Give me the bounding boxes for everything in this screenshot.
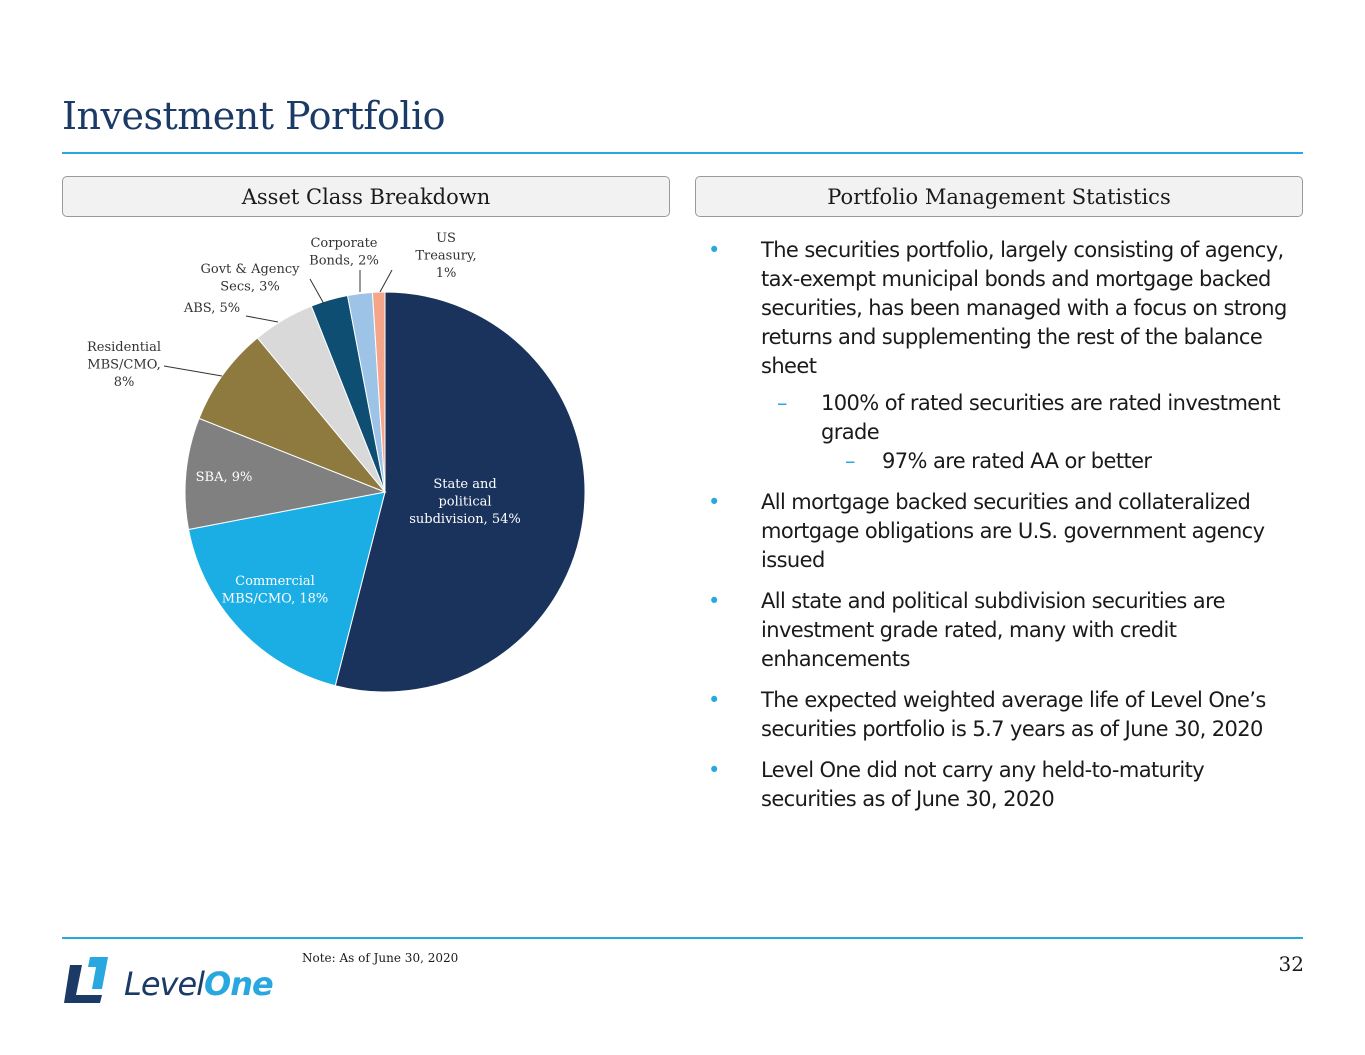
pie-slice-label-line: Treasury, [415,249,476,264]
bullet-text: Level One did not carry any held-to-matu… [761,758,1205,811]
statistics-bullet-list: • The securities portfolio, largely consi… [700,236,1300,826]
pie-leader-line [379,269,393,293]
pie-slice [334,291,586,693]
level-one-logo-icon [64,957,108,1003]
pie-slice-label: State and political subdivision, 54% [409,477,521,527]
pie-leader-line [245,315,279,323]
bullet-marker: • [708,758,720,782]
pie-slice-label: Corporate Bonds, 2% [309,236,379,269]
pie-slice-label-line: Govt & Agency [200,262,300,277]
bullet-text: All state and political subdivision secu… [761,589,1226,671]
logo-word-one: One [204,965,274,1003]
page-number: 32 [1278,952,1304,976]
asset-class-pie-chart: State and political subdivision, 54% Commer… [87,231,586,693]
bullet-item: • All mortgage backed securities and coll… [700,488,1300,575]
footnote: Note: As of June 30, 2020 [302,951,459,965]
asset-class-header: Asset Class Breakdown [62,176,670,217]
pie-slice-label-line: MBS/CMO, [87,358,160,373]
bullet-text: The securities portfolio, largely consis… [761,238,1287,378]
bullet-text: 100% of rated securities are rated inves… [821,391,1281,444]
pie-slice-label: ABS, 5% [183,301,240,316]
portfolio-stats-header-label: Portfolio Management Statistics [827,184,1171,209]
pie-slice [371,291,386,493]
pie-slice-label-line: SBA, 9% [196,470,253,485]
level-one-wordmark: LevelOne [124,965,274,1003]
pie-slice [198,337,386,493]
pie-slice-label-line: Secs, 3% [220,280,279,295]
pie-slice-label-line: Residential [87,340,161,355]
pie-slice-label: Govt & Agency Secs, 3% [200,262,300,295]
pie-slice-label-line: Commercial [235,574,315,589]
pie-slice-label: Residential MBS/CMO, 8% [87,340,161,390]
level-one-logo: LevelOne [62,955,302,1007]
footer-divider [62,937,1303,939]
pie-slice-label-line: State and [433,477,496,492]
page-title: Investment Portfolio [62,94,446,138]
pie-slice-label-line: 8% [114,375,135,390]
pie-slice-label: Commercial MBS/CMO, 18% [222,574,328,607]
pie-slice-label-line: 1% [436,266,457,281]
pie-slice-label: SBA, 9% [196,470,253,485]
asset-class-header-label: Asset Class Breakdown [241,184,491,209]
pie-slice-label-line: US [436,231,456,246]
pie-slice-label-line: political [438,495,491,510]
pie-slice-label-line: MBS/CMO, 18% [222,592,328,607]
portfolio-stats-header: Portfolio Management Statistics [695,176,1303,217]
bullet-text: 97% are rated AA or better [882,449,1152,473]
bullet-item: • The expected weighted average life of L… [700,686,1300,744]
pie-leader-line [309,278,325,305]
pie-slice-label-line: Corporate [310,236,377,251]
pie-slice [184,417,387,531]
bullet-text: All mortgage backed securities and colla… [761,490,1265,572]
bullet-marker: • [708,688,720,712]
pie-slice-label-line: ABS, 5% [183,301,240,316]
pie-slice-label: US Treasury, 1% [415,231,476,281]
bullet-text: The expected weighted average life of Le… [761,688,1266,741]
logo-word-level: Level [124,965,205,1003]
bullet-item: • All state and political subdivision sec… [700,587,1300,674]
bullet-item: • Level One did not carry any held-to-mat… [700,756,1300,814]
bullet-marker: • [708,238,720,262]
pie-slice-label-line: subdivision, 54% [409,512,521,527]
pie-slice [187,491,386,687]
bullet-marker: – [777,391,788,415]
bullet-item: – 100% of rated securities are rated inve… [700,389,1300,447]
bullet-marker: • [708,589,720,613]
pie-slice-label-line: Bonds, 2% [309,254,379,269]
bullet-item: – 97% are rated AA or better [700,447,1300,476]
bullet-marker: • [708,490,720,514]
pie-leader-line [163,365,223,377]
title-divider [62,152,1303,154]
bullet-marker: – [845,449,856,473]
bullet-item: • The securities portfolio, largely consi… [700,236,1300,381]
